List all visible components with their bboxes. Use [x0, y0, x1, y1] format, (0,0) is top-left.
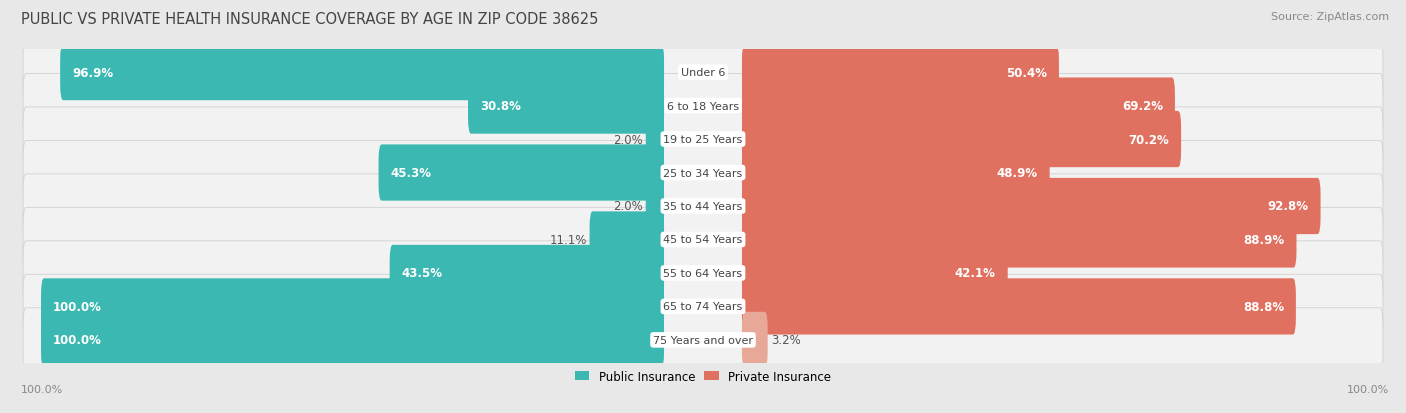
- Text: 96.9%: 96.9%: [72, 66, 114, 79]
- FancyBboxPatch shape: [22, 41, 1384, 105]
- FancyBboxPatch shape: [742, 178, 1320, 235]
- FancyBboxPatch shape: [645, 178, 664, 235]
- Text: 69.2%: 69.2%: [1122, 100, 1163, 113]
- FancyBboxPatch shape: [41, 312, 664, 368]
- FancyBboxPatch shape: [22, 174, 1384, 239]
- Text: 75 Years and over: 75 Years and over: [652, 335, 754, 345]
- Text: 65 to 74 Years: 65 to 74 Years: [664, 301, 742, 312]
- FancyBboxPatch shape: [742, 312, 768, 368]
- FancyBboxPatch shape: [22, 308, 1384, 372]
- FancyBboxPatch shape: [22, 74, 1384, 138]
- FancyBboxPatch shape: [742, 212, 1296, 268]
- Text: 3.2%: 3.2%: [770, 334, 800, 347]
- FancyBboxPatch shape: [60, 45, 664, 101]
- Text: 2.0%: 2.0%: [613, 133, 643, 146]
- FancyBboxPatch shape: [742, 112, 1181, 168]
- FancyBboxPatch shape: [742, 45, 1059, 101]
- Text: 45.3%: 45.3%: [391, 166, 432, 180]
- Text: Under 6: Under 6: [681, 68, 725, 78]
- Text: 42.1%: 42.1%: [955, 267, 995, 280]
- Text: 25 to 34 Years: 25 to 34 Years: [664, 168, 742, 178]
- Text: 88.9%: 88.9%: [1243, 233, 1285, 247]
- FancyBboxPatch shape: [22, 275, 1384, 339]
- Text: 30.8%: 30.8%: [479, 100, 520, 113]
- FancyBboxPatch shape: [742, 279, 1296, 335]
- Text: 11.1%: 11.1%: [550, 233, 586, 247]
- FancyBboxPatch shape: [41, 279, 664, 335]
- Text: 48.9%: 48.9%: [997, 166, 1038, 180]
- FancyBboxPatch shape: [589, 212, 664, 268]
- Text: 100.0%: 100.0%: [1347, 385, 1389, 394]
- FancyBboxPatch shape: [742, 245, 1008, 301]
- FancyBboxPatch shape: [378, 145, 664, 201]
- Text: 100.0%: 100.0%: [53, 300, 101, 313]
- Text: 45 to 54 Years: 45 to 54 Years: [664, 235, 742, 245]
- FancyBboxPatch shape: [22, 108, 1384, 172]
- Text: Source: ZipAtlas.com: Source: ZipAtlas.com: [1271, 12, 1389, 22]
- Text: 43.5%: 43.5%: [402, 267, 443, 280]
- FancyBboxPatch shape: [645, 112, 664, 168]
- FancyBboxPatch shape: [468, 78, 664, 134]
- Text: 55 to 64 Years: 55 to 64 Years: [664, 268, 742, 278]
- FancyBboxPatch shape: [742, 78, 1175, 134]
- Legend: Public Insurance, Private Insurance: Public Insurance, Private Insurance: [575, 370, 831, 383]
- Text: 6 to 18 Years: 6 to 18 Years: [666, 101, 740, 112]
- Text: 100.0%: 100.0%: [21, 385, 63, 394]
- Text: 35 to 44 Years: 35 to 44 Years: [664, 202, 742, 211]
- Text: 100.0%: 100.0%: [53, 334, 101, 347]
- Text: 19 to 25 Years: 19 to 25 Years: [664, 135, 742, 145]
- Text: 70.2%: 70.2%: [1129, 133, 1170, 146]
- FancyBboxPatch shape: [389, 245, 664, 301]
- Text: 88.8%: 88.8%: [1243, 300, 1284, 313]
- Text: PUBLIC VS PRIVATE HEALTH INSURANCE COVERAGE BY AGE IN ZIP CODE 38625: PUBLIC VS PRIVATE HEALTH INSURANCE COVER…: [21, 12, 599, 27]
- FancyBboxPatch shape: [22, 141, 1384, 205]
- FancyBboxPatch shape: [22, 208, 1384, 272]
- Text: 50.4%: 50.4%: [1005, 66, 1047, 79]
- FancyBboxPatch shape: [22, 241, 1384, 305]
- Text: 92.8%: 92.8%: [1268, 200, 1309, 213]
- Text: 2.0%: 2.0%: [613, 200, 643, 213]
- FancyBboxPatch shape: [742, 145, 1050, 201]
